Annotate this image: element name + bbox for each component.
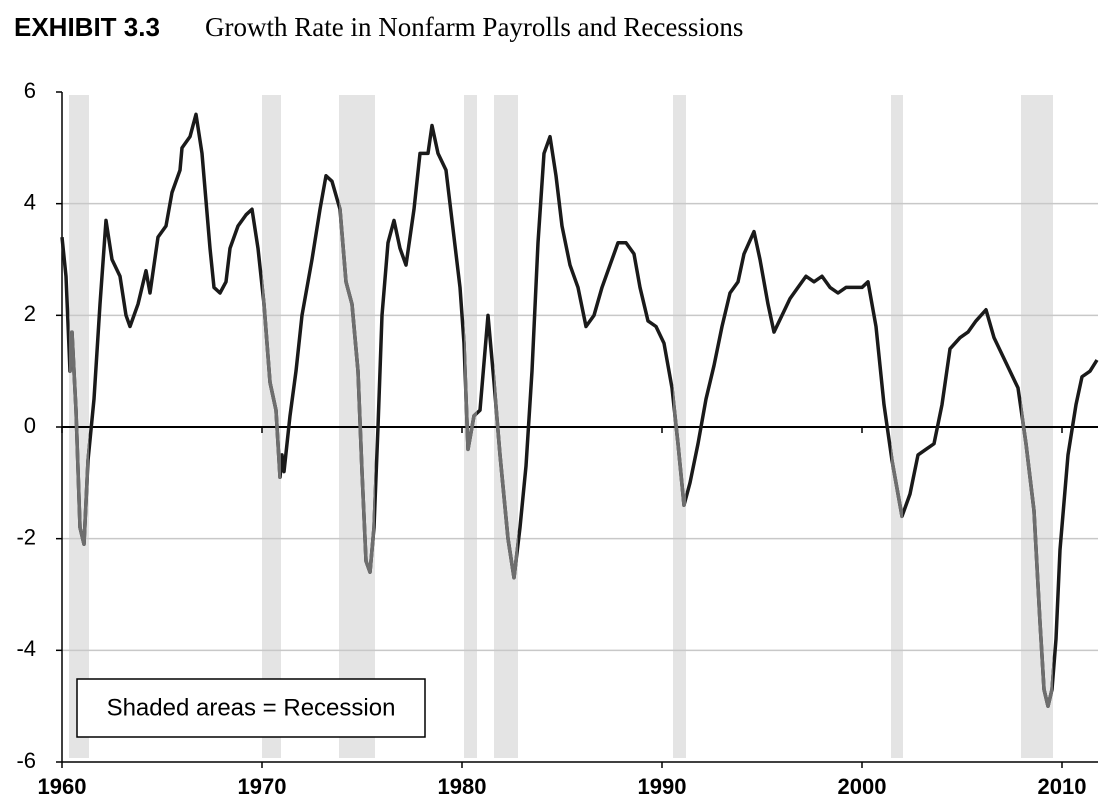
x-tick-label: 1970 <box>238 774 287 799</box>
y-tick-label: 2 <box>24 301 36 326</box>
legend-note: Shaded areas = Recession <box>107 694 396 721</box>
x-tick-label: 1990 <box>638 774 687 799</box>
chart-title: Growth Rate in Nonfarm Payrolls and Rece… <box>205 12 743 42</box>
legend-box <box>76 678 426 738</box>
x-tick-label: 1960 <box>38 774 87 799</box>
x-tick-label: 2010 <box>1038 774 1087 799</box>
y-tick-label: 4 <box>24 189 36 214</box>
x-tick-label: 1980 <box>438 774 487 799</box>
y-tick-label: -6 <box>16 748 36 773</box>
y-tick-label: -2 <box>16 524 36 549</box>
y-tick-label: 0 <box>24 413 36 438</box>
exhibit-label: EXHIBIT 3.3 <box>14 12 160 42</box>
y-tick-label: 6 <box>24 78 36 103</box>
y-tick-label: -4 <box>16 636 36 661</box>
x-tick-label: 2000 <box>838 774 887 799</box>
